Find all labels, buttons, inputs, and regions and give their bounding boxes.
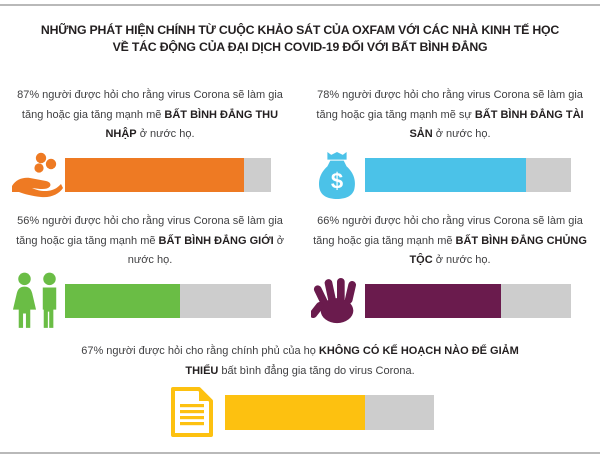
stat-plan-text-post: bất bình đẳng gia tăng do virus Corona.	[218, 364, 415, 377]
gender-bar-track	[65, 284, 271, 318]
racial-bar-row	[309, 277, 591, 325]
stat-wealth-text: 78% người được hỏi cho rằng virus Corona…	[309, 86, 591, 148]
income-bar-fill	[65, 158, 245, 192]
stat-income-text-pre: 87% người được hỏi cho rằng virus Corona…	[17, 89, 283, 121]
open-palm-hand-icon	[309, 277, 365, 325]
stat-racial-text-bold: BẤT BÌNH ĐẲNG CHỦNG TỘC	[409, 234, 587, 267]
gender-bar-fill	[65, 284, 181, 318]
stat-plan-text-bold: KHÔNG CÓ KẾ HOẠCH NÀO ĐỂ GIẢM THIỂU	[185, 345, 519, 377]
stat-gender-text: 56% người được hỏi cho rằng virus Corona…	[9, 212, 291, 274]
plan-bar-track	[225, 394, 434, 430]
wealth-bar-row: $	[309, 151, 591, 199]
stat-income-text: 87% người được hỏi cho rằng virus Corona…	[9, 86, 291, 148]
stat-income-text-post: ở nước họ.	[136, 128, 195, 140]
document-icon	[166, 387, 218, 437]
wealth-bar-track	[365, 158, 571, 192]
stat-gender-text-pre: 56% người được hỏi cho rằng virus Corona…	[16, 215, 283, 247]
stat-wealth-inequality: 78% người được hỏi cho rằng virus Corona…	[309, 86, 591, 199]
income-bar-track	[65, 158, 271, 192]
svg-text:$: $	[331, 168, 343, 193]
bottom-divider	[0, 452, 600, 454]
stat-racial-text: 66% người được hỏi cho rằng virus Corona…	[309, 212, 591, 274]
gender-bar-row	[9, 272, 291, 328]
racial-bar-track	[365, 284, 571, 318]
stat-gender-inequality: 56% người được hỏi cho rằng virus Corona…	[9, 212, 291, 328]
stat-wealth-text-post: ở nước họ.	[432, 128, 491, 140]
plan-bar-row	[0, 387, 600, 437]
stat-racial-inequality: 66% người được hỏi cho rằng virus Corona…	[309, 212, 591, 325]
income-bar-row	[9, 151, 291, 199]
stat-plan-text: 67% người được hỏi cho rằng chính phủ củ…	[80, 342, 520, 384]
plan-bar-fill	[225, 394, 366, 430]
two-people-icon	[9, 272, 65, 328]
stat-gender-text-bold: BẤT BÌNH ĐẲNG GIỚI	[158, 234, 274, 247]
stat-wealth-text-pre: 78% người được hỏi cho rằng virus Corona…	[316, 89, 583, 121]
racial-bar-fill	[365, 284, 501, 318]
stat-racial-text-post: ở nước họ.	[432, 254, 491, 266]
hand-receiving-coins-icon	[9, 151, 65, 199]
stat-racial-text-pre: 66% người được hỏi cho rằng virus Corona…	[313, 215, 583, 247]
stat-wealth-text-bold: BẤT BÌNH ĐẲNG TÀI SẢN	[409, 108, 584, 141]
wealth-bar-fill	[365, 158, 526, 192]
title-line-1: NHỮNG PHÁT HIỆN CHÍNH TỪ CUỘC KHẢO SÁT C…	[40, 23, 560, 37]
money-bag-icon: $	[309, 151, 365, 199]
top-divider	[0, 4, 600, 6]
stat-income-inequality: 87% người được hỏi cho rằng virus Corona…	[9, 86, 291, 199]
page-title: NHỮNG PHÁT HIỆN CHÍNH TỪ CUỘC KHẢO SÁT C…	[0, 22, 600, 56]
title-line-2: VỀ TÁC ĐỘNG CỦA ĐẠI DỊCH COVID-19 ĐỐI VỚ…	[112, 40, 488, 54]
stat-income-text-bold: BẤT BÌNH ĐẲNG THU NHẬP	[105, 108, 279, 141]
stat-plan-text-pre: 67% người được hỏi cho rằng chính phủ củ…	[81, 345, 319, 357]
stat-no-government-plan: 67% người được hỏi cho rằng chính phủ củ…	[0, 342, 600, 437]
stat-gender-text-post: ở nước họ.	[127, 234, 284, 267]
